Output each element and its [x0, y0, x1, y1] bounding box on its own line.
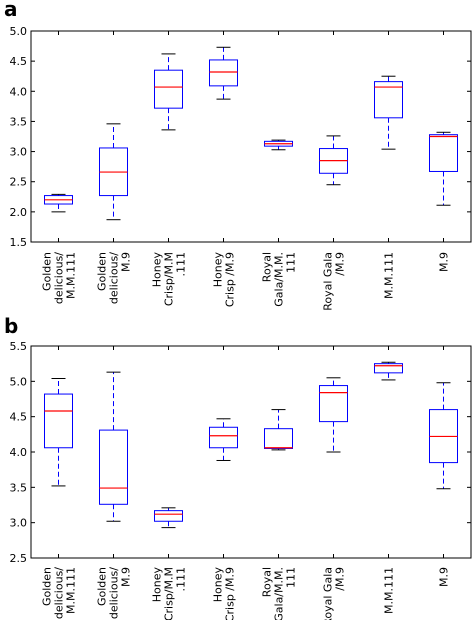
box-6: Royal Gala/M.9	[319, 346, 348, 620]
category-label-line: M.M.111	[65, 567, 78, 614]
category-label-line: delicious/	[53, 252, 66, 304]
category-label-line: delicious/	[108, 252, 121, 304]
category-label-line: M.M.111	[65, 252, 78, 299]
category-label-line: 111	[285, 567, 298, 588]
box-5: Royal Gala/M.M. 111	[261, 346, 298, 620]
category-label-line: Honey	[212, 252, 225, 288]
category-label-line: Royal	[261, 252, 274, 282]
iqr-box	[154, 510, 183, 522]
iqr-box	[44, 393, 73, 449]
y-tick-label: 4.5	[10, 411, 28, 424]
category-label-line: /M.9	[334, 567, 347, 591]
y-tick-label: 3.0	[10, 517, 28, 530]
category-label-line: Royal	[261, 567, 274, 597]
iqr-box	[264, 428, 293, 449]
category-label-line: Crisp /M.9	[224, 252, 237, 307]
iqr-box	[429, 134, 458, 172]
box-2: Golden delicious/M.9	[96, 31, 133, 304]
iqr-box	[99, 429, 128, 505]
iqr-box	[374, 363, 403, 374]
box-8: M.9	[429, 346, 458, 587]
y-tick-label: 4.0	[10, 85, 28, 98]
y-tick-label: 3.5	[10, 115, 28, 128]
box-3: Honey Crisp/M.M .111	[151, 31, 188, 306]
category-label-line: M.9	[438, 252, 451, 272]
category-label-line: M.M.111	[383, 567, 396, 614]
iqr-box	[154, 69, 183, 109]
y-tick-label: 4.0	[10, 446, 28, 459]
category-label-line: Golden	[96, 252, 109, 291]
box-7: M.M.111	[374, 346, 403, 614]
category-label-line: Honey	[151, 252, 164, 288]
category-label-line: .111	[175, 567, 188, 592]
y-tick-label: 5.5	[10, 340, 28, 353]
box-8: M.9	[429, 31, 458, 272]
y-tick-label: 2.0	[10, 206, 28, 219]
category-label-line: Honey	[212, 567, 225, 603]
category-label-line: Honey	[151, 567, 164, 603]
box-1: Golden delicious/M.M.111	[41, 31, 78, 304]
box-2: Golden delicious/M.9	[96, 346, 133, 619]
y-tick-label: 2.5	[10, 552, 28, 565]
category-label-line: Royal Gala	[322, 252, 335, 311]
category-label-line: delicious/	[53, 567, 66, 619]
category-label-line: Gala/M.M.	[273, 567, 286, 620]
y-tick-label: 5.0	[10, 375, 28, 388]
category-label-line: Gala/M.M.	[273, 252, 286, 307]
iqr-box	[209, 59, 238, 87]
box-4: Honey Crisp /M.9	[209, 31, 238, 307]
y-tick-label: 2.5	[10, 176, 28, 189]
box-6: Royal Gala/M.9	[319, 31, 348, 311]
plot-frame	[30, 345, 472, 559]
panel-letter: a	[4, 0, 18, 21]
box-7: M.M.111	[374, 31, 403, 299]
category-label-line: Crisp /M.9	[224, 567, 237, 620]
category-label-line: delicious/	[108, 567, 121, 619]
category-label-line: M.M.111	[383, 252, 396, 299]
y-tick-label: 1.5	[10, 236, 28, 249]
category-label-line: 111	[285, 252, 298, 273]
category-label-line: M.9	[120, 567, 133, 587]
category-label-line: Golden	[41, 567, 54, 606]
box-4: Honey Crisp /M.9	[209, 346, 238, 620]
iqr-box	[319, 385, 348, 423]
category-label-line: Crisp/M.M	[163, 567, 176, 620]
plot-frame	[30, 30, 472, 243]
box-1: Golden delicious/M.M.111	[41, 346, 78, 619]
iqr-box	[374, 81, 403, 119]
panel-letter: b	[4, 314, 18, 338]
box-3: Honey Crisp/M.M .111	[151, 346, 188, 620]
iqr-box	[209, 426, 238, 449]
box-5: Royal Gala/M.M. 111	[261, 31, 298, 307]
y-tick-label: 3.0	[10, 146, 28, 159]
category-label-line: Crisp/M.M	[163, 252, 176, 306]
category-label-line: /M.9	[334, 252, 347, 276]
category-label-line: M.9	[120, 252, 133, 272]
y-tick-label: 5.0	[10, 25, 28, 38]
category-label-line: .111	[175, 252, 188, 277]
category-label-line: Golden	[41, 252, 54, 291]
y-tick-label: 4.5	[10, 55, 28, 68]
category-label-line: Royal Gala	[322, 567, 335, 620]
y-tick-label: 3.5	[10, 481, 28, 494]
category-label-line: M.9	[438, 567, 451, 587]
category-label-line: Golden	[96, 567, 109, 606]
